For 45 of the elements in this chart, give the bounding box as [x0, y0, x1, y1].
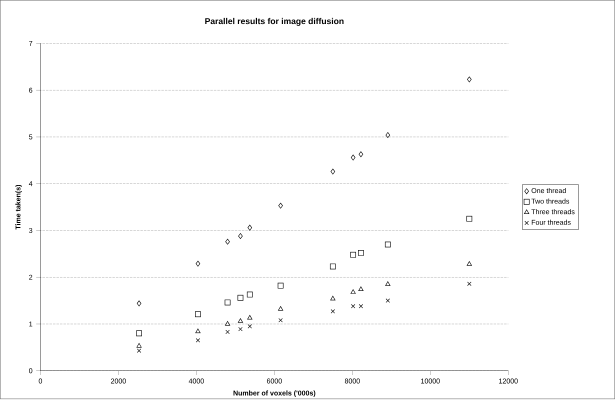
- point: [136, 342, 142, 348]
- point: [385, 281, 390, 286]
- chart-title: Parallel results for image diffusion: [205, 18, 344, 26]
- point: [248, 224, 252, 230]
- point: [195, 311, 201, 317]
- point: [350, 304, 356, 308]
- point: [278, 282, 284, 288]
- point: [196, 338, 200, 342]
- point: [238, 326, 243, 332]
- point: [350, 289, 356, 294]
- point: [225, 320, 230, 326]
- point: [238, 318, 243, 323]
- point: [225, 330, 230, 334]
- point: [330, 296, 336, 300]
- point: [358, 250, 364, 256]
- point: [248, 324, 252, 328]
- point: [350, 154, 356, 160]
- point: [358, 304, 364, 308]
- point: [467, 76, 472, 82]
- point: [278, 306, 284, 311]
- point: [330, 309, 335, 314]
- point: [225, 238, 230, 244]
- point: [330, 168, 336, 174]
- point: [238, 294, 244, 301]
- point: [278, 202, 283, 208]
- point: [136, 330, 142, 336]
- point: [136, 300, 142, 306]
- point: [350, 252, 356, 258]
- point: [247, 314, 252, 320]
- point: [386, 298, 390, 303]
- point: [224, 299, 230, 306]
- point: [246, 292, 253, 298]
- point: [358, 286, 364, 291]
- point: [384, 241, 391, 248]
- point: [238, 233, 243, 239]
- point: [386, 132, 390, 138]
- point: [195, 328, 200, 333]
- point: [466, 216, 472, 222]
- point: [466, 261, 472, 266]
- point: [278, 318, 283, 322]
- point: [467, 282, 472, 286]
- point: [196, 260, 200, 266]
- point: [330, 263, 336, 270]
- point: [358, 151, 364, 158]
- point: [136, 348, 142, 353]
